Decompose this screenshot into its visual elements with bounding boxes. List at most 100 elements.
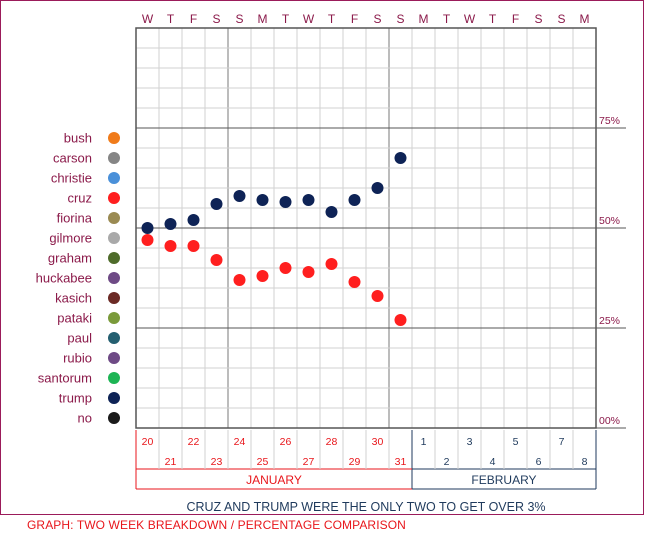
cruz-point [325, 258, 338, 270]
trump-point [187, 214, 200, 226]
day-number: 7 [559, 436, 565, 448]
day-number: 23 [211, 456, 223, 468]
weekday-label: T [282, 12, 290, 26]
data-points [141, 152, 407, 326]
day-number: 2 [444, 456, 450, 468]
day-number: 31 [395, 456, 407, 468]
weekday-label: W [303, 12, 315, 26]
day-number: 6 [536, 456, 542, 468]
day-number: 30 [372, 436, 384, 448]
day-number: 25 [257, 456, 269, 468]
trump-point [164, 218, 177, 230]
trump-point [371, 182, 384, 194]
legend-swatch [108, 392, 120, 404]
cruz-point [302, 266, 315, 278]
weekday-label: S [373, 12, 381, 26]
legend-label: graham [48, 251, 92, 266]
legend-swatch [108, 192, 120, 204]
chart-frame [0, 0, 644, 515]
day-number: 20 [142, 436, 154, 448]
day-number: 24 [234, 436, 246, 448]
weekday-label: F [190, 12, 197, 26]
legend: bush carson christie cruz fiorina gilmore grah… [36, 131, 120, 426]
month-label: FEBRUARY [471, 473, 536, 487]
weekday-label: F [351, 12, 358, 26]
cruz-point [141, 234, 154, 246]
y-tick-label: 25% [599, 315, 620, 327]
weekday-label: F [512, 12, 519, 26]
weekday-label: M [419, 12, 429, 26]
legend-swatch [108, 212, 120, 224]
legend-swatch [108, 272, 120, 284]
day-number: 29 [349, 456, 361, 468]
trump-point [141, 222, 154, 234]
weekday-label: T [443, 12, 451, 26]
y-tick-label: 75% [599, 115, 620, 127]
cruz-point [279, 262, 292, 274]
y-tick-label: 00% [599, 415, 620, 427]
weekday-label: S [396, 12, 404, 26]
legend-swatch [108, 152, 120, 164]
trump-point [210, 198, 223, 210]
month-label: JANUARY [246, 473, 302, 487]
trump-point [279, 196, 292, 208]
trump-point [233, 190, 246, 202]
legend-label: rubio [63, 351, 92, 366]
day-number: 3 [467, 436, 473, 448]
weekday-label: W [142, 12, 154, 26]
chart-subtitle: CRUZ AND TRUMP WERE THE ONLY TWO TO GET … [186, 500, 545, 514]
legend-label: carson [53, 151, 92, 166]
legend-label: cruz [67, 191, 92, 206]
day-number: 26 [280, 436, 292, 448]
weekday-label: W [464, 12, 476, 26]
y-axis-ticks: 00% 25% 50% 75% [599, 115, 620, 427]
cruz-point [394, 314, 407, 326]
day-number: 22 [188, 436, 200, 448]
legend-swatch [108, 232, 120, 244]
weekday-label: S [557, 12, 565, 26]
trump-point [348, 194, 361, 206]
trump-point [302, 194, 315, 206]
legend-swatch [108, 372, 120, 384]
trump-point [325, 206, 338, 218]
grid [135, 27, 626, 429]
legend-label: pataki [57, 311, 92, 326]
legend-label: paul [67, 331, 92, 346]
legend-swatch [108, 252, 120, 264]
legend-label: trump [59, 391, 92, 406]
cruz-point [164, 240, 177, 252]
trump-point [394, 152, 407, 164]
chart-caption: GRAPH: TWO WEEK BREAKDOWN / PERCENTAGE C… [27, 518, 406, 532]
cruz-point [210, 254, 223, 266]
cruz-point [233, 274, 246, 286]
y-tick-label: 50% [599, 215, 620, 227]
legend-swatch [108, 312, 120, 324]
day-number: 8 [582, 456, 588, 468]
weekday-label: T [167, 12, 175, 26]
weekday-label: T [489, 12, 497, 26]
day-number: 4 [490, 456, 496, 468]
legend-label: santorum [38, 371, 92, 386]
legend-label: christie [51, 171, 92, 186]
weekday-label: S [534, 12, 542, 26]
legend-label: kasich [55, 291, 92, 306]
day-number: 27 [303, 456, 315, 468]
trump-point [256, 194, 269, 206]
legend-label: bush [64, 131, 92, 146]
cruz-point [371, 290, 384, 302]
legend-label: fiorina [57, 211, 93, 226]
day-number: 1 [421, 436, 427, 448]
legend-label: no [78, 411, 92, 426]
cruz-point [348, 276, 361, 288]
weekday-label: S [212, 12, 220, 26]
plot-border [135, 27, 597, 429]
weekday-label: T [328, 12, 336, 26]
cruz-point [187, 240, 200, 252]
weekday-label: S [235, 12, 243, 26]
legend-label: gilmore [49, 231, 92, 246]
weekday-label: M [580, 12, 590, 26]
weekday-label: M [258, 12, 268, 26]
